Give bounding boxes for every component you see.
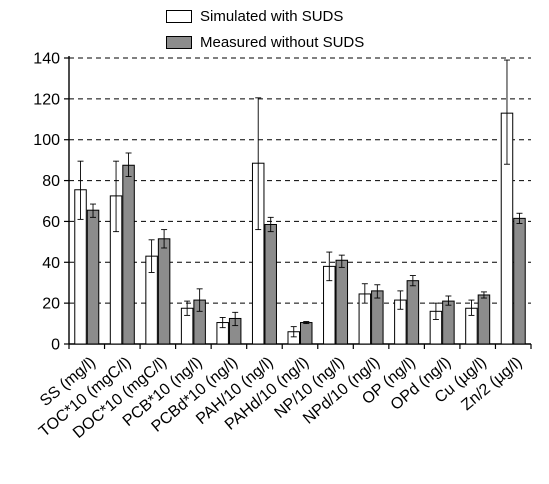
bar-measured-5 [264,223,277,345]
legend-swatch-simulated [166,9,192,23]
y-tick-label: 140 [33,51,60,68]
legend: Simulated with SUDS Measured without SUD… [166,6,426,54]
bar-measured-0 [86,209,100,345]
y-tick-label: 80 [42,173,60,190]
legend-label-measured: Measured without SUDS [200,33,365,51]
y-tick-label: 20 [42,296,60,313]
y-tick-label: 120 [33,91,60,108]
bar-measured-9 [406,280,420,345]
bar-measured-11 [477,294,491,345]
bar-measured-10 [442,300,455,345]
y-tick-label: 40 [42,255,60,272]
y-tick-label: 0 [51,337,60,354]
bar-measured-2 [157,238,171,345]
y-tick-label: 60 [42,214,60,231]
bar-measured-6 [300,322,313,345]
legend-item-measured: Measured without SUDS [166,32,364,52]
bar-measured-1 [122,164,135,345]
bar-measured-12 [513,217,526,345]
legend-swatch-measured [166,35,192,49]
bar-measured-8 [371,290,384,345]
bar-measured-7 [335,259,349,345]
y-tick-label: 100 [33,132,60,149]
legend-label-simulated: Simulated with SUDS [200,7,344,25]
legend-item-simulated: Simulated with SUDS [166,6,343,26]
